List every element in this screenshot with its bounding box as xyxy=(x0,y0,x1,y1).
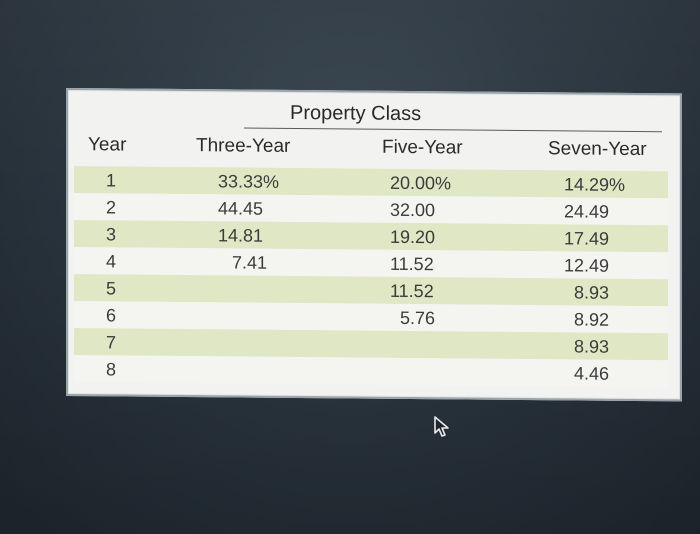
year-cell: 5 xyxy=(106,278,117,299)
three-year-cell: 7.41 xyxy=(232,252,268,273)
seven-year-cell: 8.92 xyxy=(574,309,610,330)
five-year-cell: 11.52 xyxy=(390,280,434,302)
seven-year-cell: 8.93 xyxy=(574,282,610,303)
group-header: Property Class xyxy=(68,90,680,133)
year-cell: 7 xyxy=(106,332,117,353)
column-header-three-year: Three-Year xyxy=(196,135,291,157)
seven-year-cell: 12.49 xyxy=(564,255,610,276)
column-header-year: Year xyxy=(88,134,127,156)
five-year-cell: 32.00 xyxy=(390,199,436,221)
seven-year-cell: 4.46 xyxy=(574,363,610,384)
property-class-title: Property Class xyxy=(290,101,422,126)
year-cell: 6 xyxy=(106,305,117,326)
year-cell: 2 xyxy=(106,197,117,218)
mouse-pointer-icon xyxy=(433,415,451,444)
five-year-cell: 11.52 xyxy=(390,253,434,275)
table-row: 8 4.46 xyxy=(74,355,668,388)
five-year-cell: 20.00% xyxy=(390,172,452,194)
five-year-cell: 19.20 xyxy=(390,226,436,248)
year-cell: 8 xyxy=(106,359,117,380)
three-year-cell: 33.33% xyxy=(218,171,280,192)
seven-year-cell: 8.93 xyxy=(574,336,610,357)
column-header-seven-year: Seven-Year xyxy=(548,138,647,161)
column-header-five-year: Five-Year xyxy=(382,136,463,159)
year-cell: 4 xyxy=(106,251,117,272)
year-cell: 1 xyxy=(106,170,117,191)
macrs-table: Property Class Year Three-Year Five-Year… xyxy=(66,88,682,402)
year-cell: 3 xyxy=(106,224,117,245)
three-year-cell: 14.81 xyxy=(218,225,264,246)
three-year-cell: 44.45 xyxy=(218,198,264,219)
seven-year-cell: 17.49 xyxy=(564,228,610,249)
seven-year-cell: 24.49 xyxy=(564,201,610,222)
group-header-rule xyxy=(244,127,662,133)
five-year-cell: 5.76 xyxy=(400,307,436,329)
seven-year-cell: 14.29% xyxy=(564,174,626,195)
